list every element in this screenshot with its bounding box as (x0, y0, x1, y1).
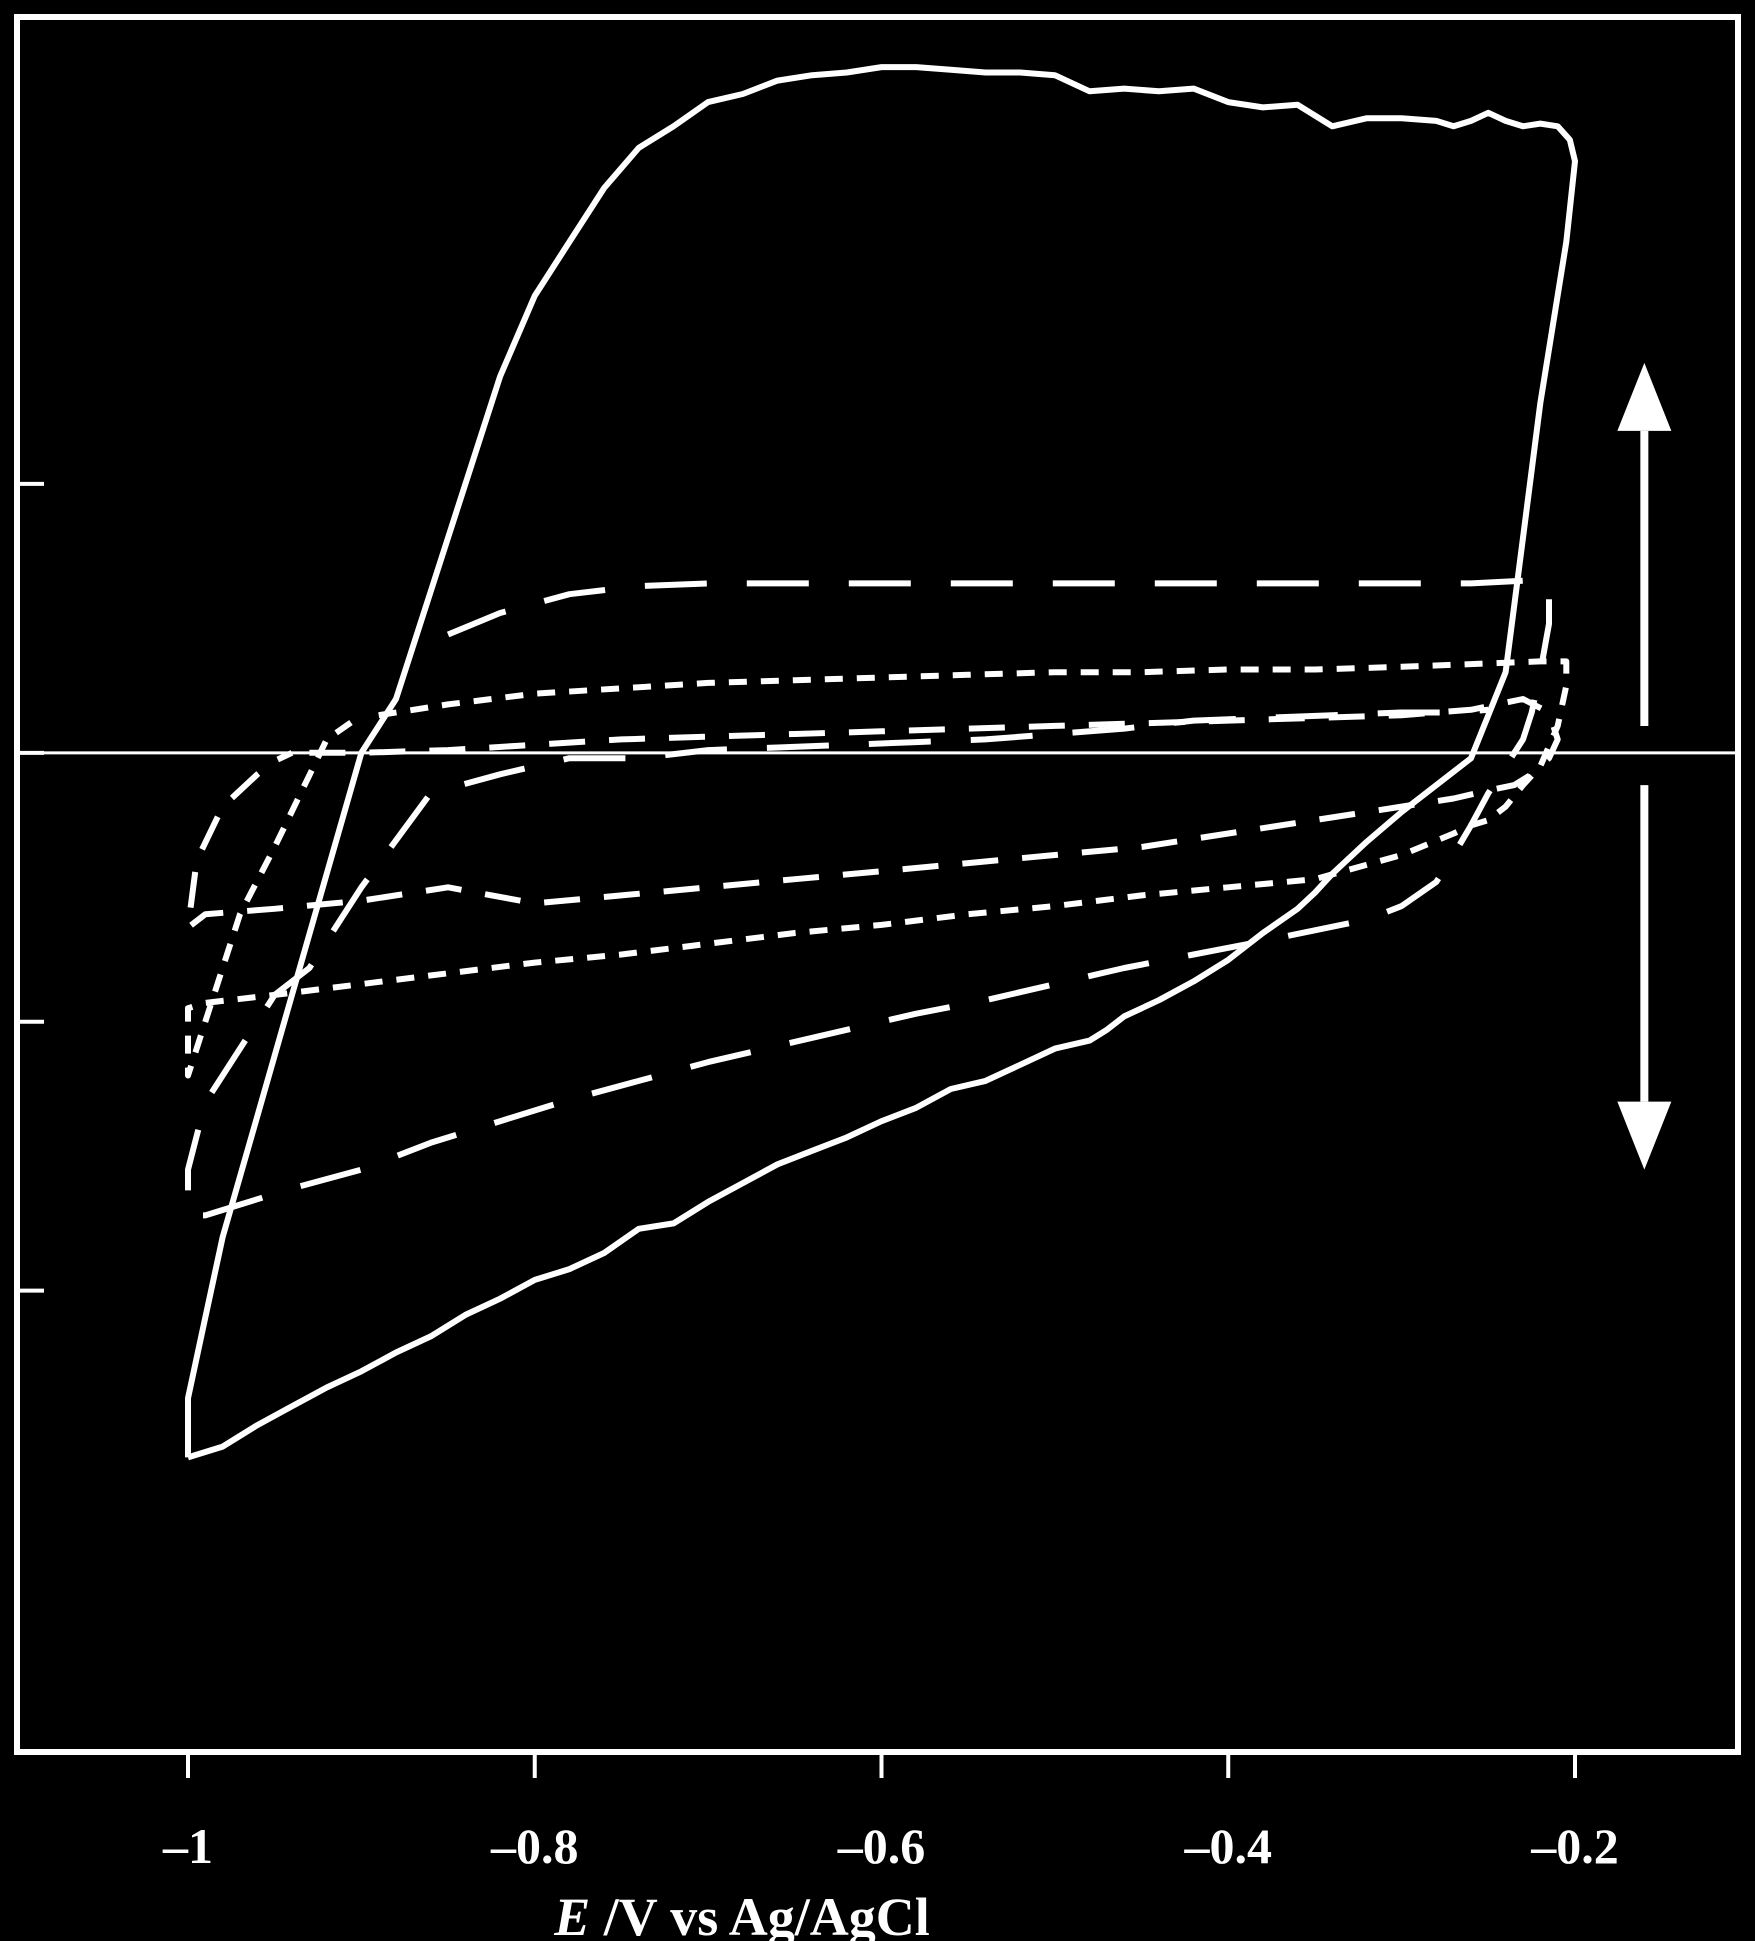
x-axis-tick-labels: –1 –0.8 –0.6 –0.4 –0.2 (162, 1818, 1619, 1874)
x-tick-label-2: –0.6 (837, 1818, 926, 1874)
x-tick-label-3: –0.4 (1184, 1818, 1273, 1874)
x-axis-title-rest: /V vs Ag/AgCl (590, 1887, 930, 1941)
x-tick-label-1: –0.8 (490, 1818, 579, 1874)
arrow-up-head (1617, 362, 1672, 431)
x-axis-title-italic: E (553, 1887, 590, 1941)
x-tick-label-0: –1 (162, 1818, 213, 1874)
cv-curve-long-dash (185, 577, 1552, 1219)
cv-curve-short-dash (185, 658, 1570, 1079)
arrow-down-head (1617, 1101, 1672, 1170)
x-tick-label-4: –0.2 (1530, 1818, 1619, 1874)
cv-curve-solid (185, 64, 1578, 1461)
cv-curve-medium-dash (185, 696, 1561, 931)
x-axis-ticks (186, 1752, 1577, 1778)
cv-curves (185, 64, 1578, 1461)
scan-direction-arrows (1617, 362, 1672, 1170)
x-axis-title: E /V vs Ag/AgCl (553, 1887, 930, 1941)
plot-frame (14, 14, 1741, 1755)
y-axis-ticks (17, 481, 44, 1293)
